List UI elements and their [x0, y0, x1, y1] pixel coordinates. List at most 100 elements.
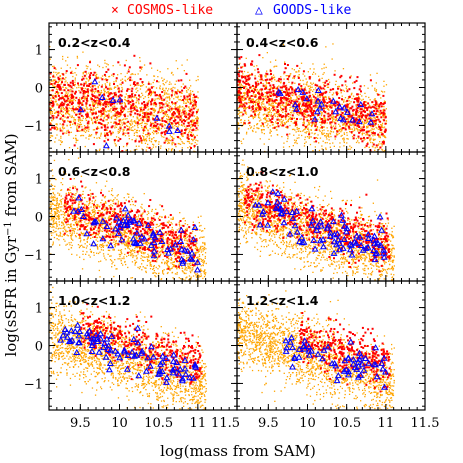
parent-point	[287, 136, 289, 138]
parent-point	[244, 112, 246, 114]
cosmos-point	[379, 129, 382, 131]
parent-point	[110, 111, 112, 113]
cosmos-point	[149, 100, 152, 103]
parent-point	[85, 82, 87, 84]
parent-point	[50, 107, 52, 109]
parent-point	[153, 137, 155, 139]
parent-point	[145, 116, 147, 119]
cosmos-point	[300, 96, 303, 99]
cosmos-point	[124, 105, 127, 108]
parent-point	[253, 116, 255, 118]
parent-point	[168, 142, 170, 144]
parent-point	[135, 88, 137, 90]
parent-point	[288, 118, 290, 120]
parent-point	[91, 91, 93, 93]
cosmos-point	[248, 97, 251, 100]
cosmos-point	[329, 114, 332, 117]
cosmos-point	[123, 122, 126, 125]
parent-point	[93, 136, 95, 139]
cosmos-point	[337, 101, 340, 104]
parent-point	[331, 128, 333, 130]
parent-point	[345, 87, 347, 89]
parent-point	[62, 55, 64, 58]
parent-point	[346, 142, 348, 144]
parent-point	[307, 108, 310, 110]
parent-point	[78, 84, 80, 87]
parent-point	[54, 86, 56, 88]
parent-point	[384, 114, 386, 116]
parent-point	[290, 98, 292, 100]
cosmos-point	[161, 125, 164, 128]
parent-point	[291, 112, 293, 114]
parent-point	[361, 165, 362, 166]
parent-point	[355, 104, 357, 106]
parent-point	[178, 90, 180, 92]
parent-point	[156, 69, 159, 71]
parent-point	[88, 138, 90, 140]
cosmos-point	[85, 90, 87, 93]
parent-point	[335, 80, 337, 82]
parent-point	[169, 139, 172, 142]
parent-point	[263, 133, 265, 135]
parent-point	[352, 82, 354, 84]
parent-point	[316, 105, 319, 107]
parent-point	[194, 141, 196, 144]
cosmos-point	[271, 99, 274, 102]
cosmos-point	[149, 62, 152, 65]
parent-point	[136, 129, 138, 132]
parent-point	[319, 118, 322, 121]
parent-point	[281, 123, 284, 125]
cosmos-point	[308, 133, 311, 136]
parent-point	[263, 118, 265, 120]
parent-point	[162, 167, 163, 168]
cosmos-point	[150, 86, 153, 89]
parent-point	[108, 91, 110, 93]
parent-point	[124, 103, 126, 105]
cosmos-point	[92, 104, 95, 107]
parent-point	[300, 87, 303, 89]
parent-point	[105, 115, 107, 117]
parent-point	[377, 144, 379, 146]
parent-point	[364, 92, 366, 94]
parent-point	[242, 73, 244, 75]
parent-point	[183, 165, 184, 166]
parent-point	[110, 116, 112, 118]
parent-point	[277, 114, 279, 116]
parent-point	[346, 138, 348, 140]
parent-point	[172, 108, 174, 110]
parent-point	[380, 90, 383, 92]
cosmos-point	[82, 84, 85, 87]
cosmos-point	[92, 112, 95, 115]
parent-point	[86, 78, 88, 80]
parent-point	[168, 148, 170, 150]
parent-point	[52, 85, 54, 87]
cosmos-point	[100, 123, 103, 125]
cosmos-point	[306, 110, 309, 113]
parent-point	[147, 134, 149, 136]
cosmos-point	[355, 113, 358, 116]
cosmos-point	[49, 103, 51, 106]
cosmos-point	[294, 121, 297, 124]
parent-point	[88, 79, 90, 81]
parent-point	[127, 95, 129, 97]
parent-point	[114, 86, 116, 88]
parent-point	[58, 139, 60, 141]
parent-point	[175, 80, 177, 82]
parent-point	[60, 83, 62, 85]
parent-point	[270, 86, 272, 88]
cosmos-point	[138, 114, 141, 117]
parent-point	[146, 106, 148, 108]
cosmos-point	[165, 110, 168, 113]
parent-point	[185, 90, 188, 92]
cosmos-point	[159, 106, 162, 109]
parent-point	[245, 89, 247, 91]
parent-point	[343, 140, 345, 142]
parent-point	[314, 132, 316, 135]
cosmos-point	[320, 87, 323, 90]
parent-point	[185, 113, 187, 115]
cosmos-point	[276, 105, 279, 108]
parent-point	[132, 129, 134, 132]
cosmos-point	[63, 120, 66, 123]
parent-point	[292, 122, 294, 124]
parent-point	[267, 111, 269, 114]
